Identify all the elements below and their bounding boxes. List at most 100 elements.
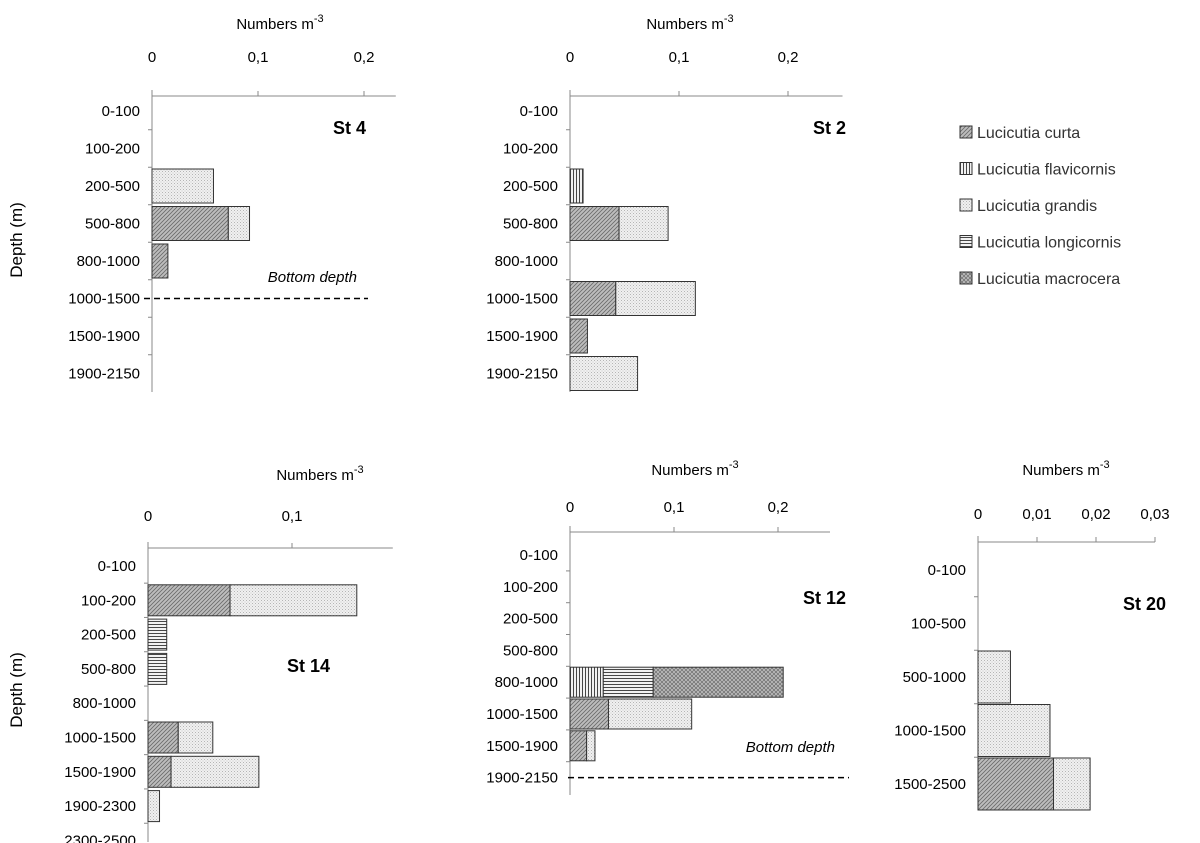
y-tick-label: 800-1000 — [77, 253, 140, 270]
station-label: St 2 — [813, 118, 846, 138]
bar-curta — [147, 755, 172, 788]
bottom-depth-label: Bottom depth — [268, 269, 357, 286]
chart-panel-st-2: Numbers m-3 0 0,1 0,2 0-100 100-200 200-500 500… — [486, 13, 846, 392]
station-label: St 12 — [803, 588, 846, 608]
bar-grandis — [170, 755, 260, 788]
y-tick-label: 1900-2150 — [486, 770, 558, 787]
x-tick-label: 0,1 — [248, 49, 269, 66]
bar-curta — [569, 281, 617, 316]
bar-macrocera — [652, 666, 784, 698]
bar-grandis — [229, 584, 358, 617]
y-tick-label: 1000-1500 — [486, 706, 558, 723]
y-tick-label: 500-800 — [503, 216, 558, 233]
y-axis-title: Depth (m) — [7, 652, 26, 728]
x-tick-label: 0,1 — [282, 508, 303, 525]
x-axis-title: Numbers m-3 — [651, 459, 738, 479]
y-tick-label: 1000-1500 — [68, 291, 140, 308]
y-tick-label: 100-200 — [81, 592, 136, 609]
y-tick-label: 1900-2150 — [486, 366, 558, 383]
bar-curta — [147, 721, 179, 754]
legend-swatch-grandis — [959, 198, 973, 212]
y-tick-label: 800-1000 — [495, 674, 558, 691]
x-tick-label: 0 — [144, 508, 152, 525]
bar-curta — [569, 206, 620, 241]
y-tick-label: 200-500 — [85, 178, 140, 195]
bar-grandis — [569, 356, 639, 391]
legend-label-curta: Lucicutia curta — [977, 125, 1080, 142]
bar-curta — [147, 584, 231, 617]
y-tick-label: 1500-1900 — [64, 764, 136, 781]
y-tick-label: 1500-1900 — [486, 738, 558, 755]
bar-flavicornis — [569, 666, 604, 698]
legend-swatch-curta — [959, 125, 973, 139]
legend-label-longicornis: Lucicutia longicornis — [977, 235, 1121, 252]
x-tick-label: 0 — [148, 49, 156, 66]
bar-longicornis — [147, 618, 168, 651]
legend-swatch-macrocera — [959, 271, 973, 285]
bar-curta — [151, 206, 229, 241]
y-tick-label: 0-100 — [98, 558, 136, 575]
y-tick-label: 100-200 — [503, 141, 558, 158]
x-tick-label: 0,03 — [1140, 506, 1169, 523]
chart-panel-st-20: Numbers m-3 0 0,01 0,02 0,03 0-100 100-500 500-… — [894, 459, 1170, 811]
x-tick-label: 0,2 — [768, 499, 789, 516]
y-tick-label: 200-500 — [81, 627, 136, 644]
y-tick-label: 0-100 — [520, 547, 558, 564]
bar-grandis — [151, 168, 214, 204]
bar-longicornis — [602, 666, 654, 698]
x-tick-label: 0 — [566, 49, 574, 66]
bar-curta — [569, 318, 588, 354]
legend: Lucicutia curta Lucicutia flavicornis Luci… — [959, 125, 1121, 288]
y-tick-label: 1000-1500 — [894, 723, 966, 740]
y-tick-label: 1500-1900 — [68, 328, 140, 345]
bar-grandis — [147, 790, 161, 823]
bar-longicornis — [147, 652, 168, 685]
x-tick-label: 0,1 — [669, 49, 690, 66]
y-tick-label: 1900-2300 — [64, 798, 136, 815]
legend-swatch-flavicornis — [959, 162, 973, 175]
y-tick-label: 1500-2500 — [894, 776, 966, 793]
y-tick-label: 0-100 — [520, 103, 558, 120]
y-tick-label: 500-800 — [503, 642, 558, 659]
bar-grandis — [586, 730, 596, 762]
x-tick-label: 0,1 — [664, 499, 685, 516]
chart-panel-st-14: Numbers m-3 0 0,1 0-100 100-200 200-500 500-80… — [7, 464, 393, 843]
y-tick-label: 500-800 — [85, 216, 140, 233]
x-tick-label: 0,01 — [1022, 506, 1051, 523]
bar-grandis — [177, 721, 214, 754]
y-tick-label: 200-500 — [503, 611, 558, 628]
x-tick-label: 0,02 — [1081, 506, 1110, 523]
x-tick-label: 0,2 — [778, 49, 799, 66]
y-axis-title: Depth (m) — [7, 202, 26, 278]
x-axis-title: Numbers m-3 — [1022, 459, 1109, 479]
legend-label-grandis: Lucicutia grandis — [977, 198, 1097, 215]
y-tick-label: 2300-2500 — [64, 832, 136, 843]
y-tick-label: 1000-1500 — [64, 730, 136, 747]
bottom-depth-label: Bottom depth — [746, 739, 835, 756]
y-tick-label: 200-500 — [503, 178, 558, 195]
bar-flavicornis — [569, 168, 584, 204]
bar-curta — [569, 730, 588, 762]
legend-label-macrocera: Lucicutia macrocera — [977, 271, 1120, 288]
y-tick-label: 500-800 — [81, 661, 136, 678]
x-axis-title: Numbers m-3 — [276, 464, 363, 484]
y-tick-label: 0-100 — [102, 103, 140, 120]
x-tick-label: 0 — [566, 499, 574, 516]
y-tick-label: 800-1000 — [73, 695, 136, 712]
x-axis-title: Numbers m-3 — [646, 13, 733, 33]
y-tick-label: 100-200 — [503, 579, 558, 596]
x-axis-title: Numbers m-3 — [236, 13, 323, 33]
y-tick-label: 1500-1900 — [486, 328, 558, 345]
y-tick-label: 800-1000 — [495, 253, 558, 270]
bar-grandis — [977, 650, 1011, 704]
station-label: St 20 — [1123, 594, 1166, 614]
bar-grandis — [1053, 757, 1091, 811]
chart-panel-st-4: Numbers m-3 0 0,1 0,2 0-100 100-200 200-500 500… — [7, 13, 396, 392]
y-tick-label: 100-500 — [911, 616, 966, 633]
y-tick-label: 500-1000 — [903, 669, 966, 686]
bar-curta — [151, 243, 169, 279]
bar-grandis — [618, 206, 669, 241]
y-tick-label: 1000-1500 — [486, 291, 558, 308]
bar-curta — [569, 698, 609, 730]
